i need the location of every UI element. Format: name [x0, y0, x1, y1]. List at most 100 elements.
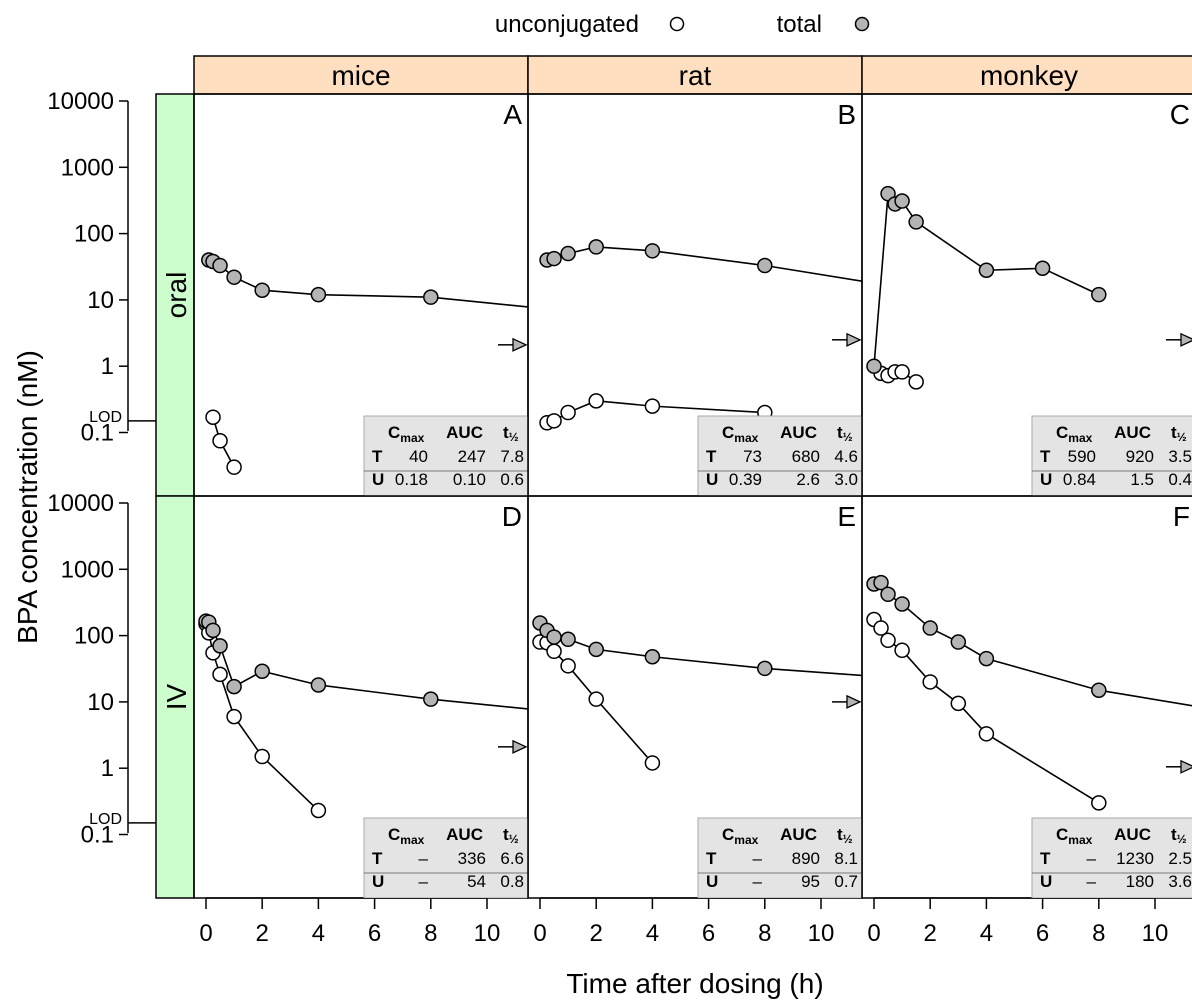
x-tick-label: 10 [1142, 920, 1169, 947]
y-tick-label: 10000 [47, 490, 114, 517]
y-tick-label: 10000 [47, 88, 114, 115]
pk-header-thalf: t½ [1171, 825, 1187, 846]
pk-header-auc: AUC [446, 825, 483, 844]
panel-e: E Cmax AUC t½ T – 890 8.1 U – 95 0.7 [527, 495, 863, 899]
point-unconjugated [894, 364, 910, 380]
y-tick-label: 0.1 [81, 420, 114, 447]
pk-header-thalf: t½ [503, 423, 519, 444]
pk-row-key: T [1040, 447, 1051, 466]
dose-arrow-head [512, 739, 528, 754]
y-tick-label: 0.1 [81, 822, 114, 849]
point-unconjugated [644, 398, 661, 414]
point-unconjugated [950, 695, 967, 712]
point-total [226, 269, 242, 285]
point-unconjugated [310, 802, 327, 819]
pk-cell: 590 [1068, 447, 1096, 466]
point-unconjugated [588, 393, 604, 409]
panel-letter: C [1170, 99, 1190, 130]
point-unconjugated [254, 748, 270, 765]
point-total [205, 622, 221, 639]
pk-row-key: T [706, 447, 717, 466]
point-total [423, 289, 439, 305]
pk-header-thalf: t½ [1171, 423, 1187, 444]
x-axis-title: Time after dosing (h) [566, 968, 823, 999]
pk-header-thalf: t½ [837, 825, 853, 846]
pk-row-key: U [1040, 872, 1052, 891]
pk-cell: – [753, 872, 763, 891]
panel-letter: A [503, 99, 522, 130]
point-unconjugated [894, 642, 910, 659]
x-tick-label: 8 [1092, 920, 1105, 947]
point-total [644, 648, 661, 665]
panel-b: B Cmax AUC t½ T 73 680 4.6 U 0.39 2.6 3.0 [527, 93, 863, 497]
x-tick-label: 8 [424, 920, 437, 947]
pk-cell: – [419, 849, 429, 868]
point-total [212, 638, 228, 654]
pk-row-key: T [372, 447, 383, 466]
pk-row-key: U [706, 470, 718, 489]
point-total [546, 250, 562, 267]
point-unconjugated [226, 459, 242, 475]
pk-cell: 920 [1126, 447, 1154, 466]
x-tick-label: 6 [368, 920, 381, 947]
x-tick-label: 2 [924, 920, 937, 947]
point-unconjugated [644, 755, 661, 771]
pk-cell: – [1087, 872, 1097, 891]
pk-cell: 54 [467, 872, 486, 891]
point-total [588, 641, 604, 658]
y-tick-label: 10 [87, 287, 114, 314]
point-unconjugated [560, 658, 576, 674]
point-unconjugated [226, 708, 242, 725]
point-total [254, 663, 270, 679]
panel-f: F Cmax AUC t½ T –1230 2.5 U – 180 3.6 [861, 495, 1192, 899]
y-tick-label: 1 [101, 353, 114, 380]
pk-header-auc: AUC [446, 423, 483, 442]
pk-cell: – [753, 849, 763, 868]
panel-c: C Cmax AUC t½ T 590 920 3.5 U 0.84 1.5 0.4 [861, 93, 1192, 497]
pk-table [1031, 817, 1192, 898]
point-total [546, 629, 562, 645]
pk-cell: 3.0 [834, 470, 858, 489]
pk-header-thalf: t½ [503, 825, 519, 846]
point-total [212, 257, 228, 274]
point-total [560, 245, 576, 262]
pk-table [697, 817, 862, 898]
pk-table [363, 817, 528, 898]
legend-marker-unconjugated [669, 16, 685, 32]
point-total [1091, 682, 1107, 698]
x-axis: Time after dosing (h) 0 2 4 6 8 10 0 2 4 6 8 10 0 2 4 6… [199, 897, 1169, 999]
lod-label: LOD [89, 409, 122, 426]
y-axis: BPA concentration (nM) 10000 1000 100 10 1 0.… [12, 88, 156, 849]
pk-cell: 247 [458, 447, 486, 466]
point-total [873, 574, 889, 591]
pk-cell: 0.10 [453, 470, 486, 489]
point-total [310, 286, 327, 303]
point-unconjugated [212, 433, 228, 449]
point-unconjugated [588, 691, 604, 707]
pk-table [1031, 415, 1192, 496]
x-tick-label: 2 [256, 920, 269, 947]
x-tick-label: 0 [533, 920, 546, 947]
strip-rat [527, 55, 863, 95]
dose-arrow-head [1180, 332, 1192, 347]
point-unconjugated [1091, 795, 1107, 811]
point-total [950, 634, 967, 650]
panel-a: A Cmax AUC t½ T 40 247 7.8 U 0.18 0.10 0.6 [193, 93, 529, 497]
panel-letter: F [1173, 501, 1190, 532]
pk-cell: 40 [409, 447, 428, 466]
point-total [978, 650, 995, 667]
pk-cell: 680 [792, 447, 820, 466]
pk-table [697, 415, 862, 496]
x-tick-label: 4 [312, 920, 325, 947]
point-total [254, 282, 270, 298]
point-total [310, 677, 327, 693]
strip-label-monkey: monkey [980, 60, 1078, 91]
x-tick-label: 10 [808, 920, 835, 947]
point-total [757, 257, 773, 274]
strip-label-iv: IV [161, 683, 192, 710]
pk-table [363, 415, 528, 496]
pk-header-cmax: Cmax [388, 423, 425, 445]
y-tick-label: 100 [74, 221, 114, 248]
pk-cell: 0.6 [500, 470, 524, 489]
